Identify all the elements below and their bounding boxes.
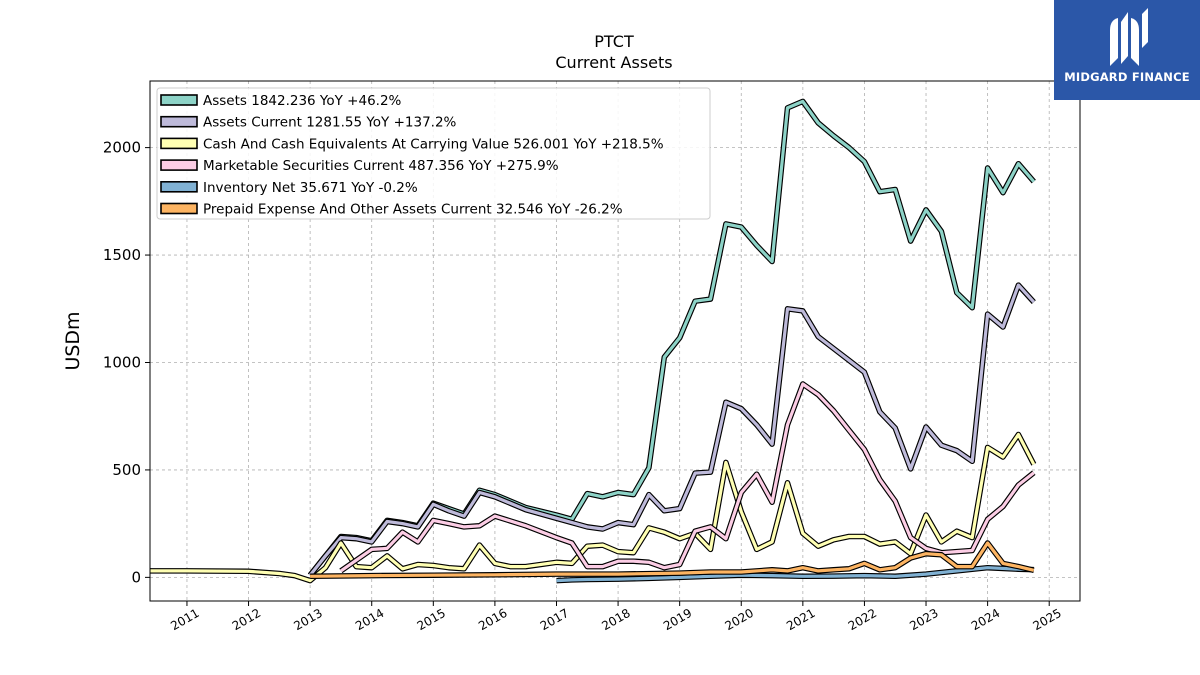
legend-swatch bbox=[160, 181, 198, 193]
x-tick-label: 2021 bbox=[784, 606, 817, 633]
series-line-3 bbox=[150, 432, 1036, 583]
y-tick-label: 1500 bbox=[103, 246, 141, 264]
series-line-2 bbox=[308, 283, 1035, 577]
legend-swatch bbox=[160, 202, 198, 215]
series-line-4 bbox=[339, 382, 1035, 573]
legend-entry: Assets 1842.236 YoY +46.2% bbox=[203, 93, 402, 109]
legend-swatch bbox=[160, 159, 198, 171]
y-tick-label: 500 bbox=[112, 461, 141, 479]
x-tick-label: 2023 bbox=[907, 606, 940, 633]
x-tick-label: 2018 bbox=[599, 606, 632, 633]
legend-swatch bbox=[160, 115, 198, 128]
y-tick-label: 2000 bbox=[103, 139, 141, 157]
series-line-outline bbox=[339, 381, 1036, 574]
brand-name: MIDGARD FINANCE bbox=[1064, 70, 1190, 84]
legend-swatch bbox=[160, 94, 198, 106]
x-axis-ticks: 2011 2012 2013 2014 2015 2016 2017 2018 2019 2020… bbox=[168, 601, 1064, 633]
x-tick-label: 2017 bbox=[538, 606, 571, 633]
x-tick-label: 2025 bbox=[1030, 606, 1063, 633]
midgard-logo-icon bbox=[1110, 8, 1148, 66]
x-tick-label: 2020 bbox=[723, 606, 756, 633]
x-tick-label: 2024 bbox=[969, 606, 1002, 633]
plot-area bbox=[150, 98, 1037, 584]
x-tick-label: 2015 bbox=[415, 606, 448, 633]
y-axis-label: USDm bbox=[62, 311, 84, 370]
x-tick-label: 2013 bbox=[291, 606, 324, 633]
legend-entry: Assets Current 1281.55 YoY +137.2% bbox=[203, 115, 457, 131]
axes-frame bbox=[149, 80, 1081, 602]
x-tick-label: 2014 bbox=[353, 606, 386, 633]
x-tick-label: 2019 bbox=[661, 606, 694, 633]
series-line-5 bbox=[556, 566, 1034, 583]
x-tick-label: 2012 bbox=[230, 606, 263, 633]
x-tick-label: 2016 bbox=[476, 606, 509, 633]
legend-entry: Prepaid Expense And Other Assets Current… bbox=[203, 202, 623, 218]
legend-entry: Marketable Securities Current 487.356 Yo… bbox=[203, 158, 559, 174]
legend-entry: Inventory Net 35.671 YoY -0.2% bbox=[203, 180, 418, 196]
chart-subtitle: Current Assets bbox=[555, 53, 672, 72]
y-tick-label: 1000 bbox=[103, 353, 141, 371]
series-line-6 bbox=[310, 541, 1035, 578]
x-tick-label: 2011 bbox=[168, 606, 201, 633]
y-axis-ticks: 0 500 1000 1500 2000 bbox=[103, 139, 150, 586]
legend-box bbox=[156, 87, 711, 220]
y-tick-label: 0 bbox=[131, 568, 141, 586]
chart-title: PTCT bbox=[594, 32, 634, 51]
x-tick-label: 2022 bbox=[846, 606, 879, 633]
legend: Assets 1842.236 YoY +46.2% Assets Current… bbox=[156, 87, 711, 220]
legend-entry: Cash And Cash Equivalents At Carrying Va… bbox=[203, 136, 664, 152]
brand-logo: MIDGARD FINANCE bbox=[1054, 0, 1200, 100]
legend-swatch bbox=[160, 137, 198, 150]
